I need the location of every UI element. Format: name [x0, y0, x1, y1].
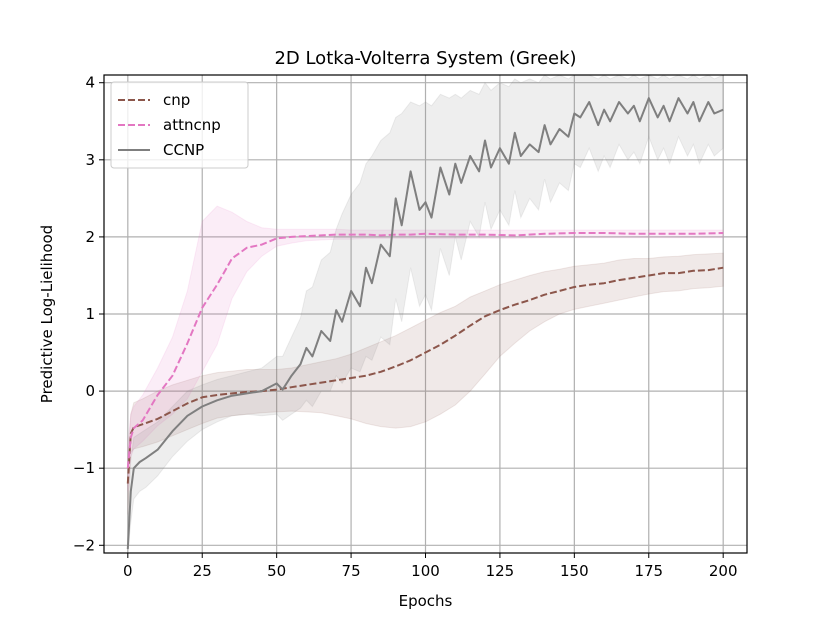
- cnp-line: [126, 266, 724, 484]
- legend: cnp attncnp CCNP: [110, 81, 249, 169]
- x-tick-label: 75: [342, 562, 361, 580]
- grid: [104, 75, 747, 553]
- y-tick-label: −1: [73, 459, 95, 477]
- x-tick-label: 0: [123, 562, 133, 580]
- x-tick-label: 175: [634, 562, 663, 580]
- ccnp-line: [126, 97, 724, 550]
- y-tick-label: −2: [73, 536, 95, 554]
- y-tick-label: 4: [85, 74, 95, 92]
- x-tick-label: 125: [486, 562, 515, 580]
- x-tick-label: 50: [267, 562, 286, 580]
- cnp-band: [127, 252, 724, 515]
- x-tick-label: 25: [193, 562, 212, 580]
- x-axis-label: Epochs: [399, 592, 453, 610]
- attncnp-line: [126, 232, 724, 469]
- ccnp-legend-label: CCNP: [163, 141, 204, 159]
- y-tick-label: 0: [85, 382, 95, 400]
- attncnp-legend-label: attncnp: [163, 116, 221, 134]
- x-tick-label: 100: [411, 562, 440, 580]
- chart-title: 2D Lotka-Volterra System (Greek): [274, 48, 576, 69]
- ccnp-band: [127, 74, 724, 554]
- cnp-legend-label: cnp: [163, 91, 190, 109]
- y-axis-ticks: −2 −1 0 1 2 3 4: [73, 74, 104, 554]
- y-tick-label: 2: [85, 228, 95, 246]
- x-tick-label: 200: [709, 562, 738, 580]
- y-axis-label: Predictive Log-Lielihood: [38, 225, 56, 403]
- y-tick-label: 1: [85, 305, 95, 323]
- x-axis-ticks: 0 25 50 75 100 125 150 175 200: [123, 553, 738, 580]
- y-tick-label: 3: [85, 151, 95, 169]
- x-tick-label: 150: [560, 562, 589, 580]
- series-lines: [126, 97, 724, 550]
- legend-box: [110, 81, 249, 169]
